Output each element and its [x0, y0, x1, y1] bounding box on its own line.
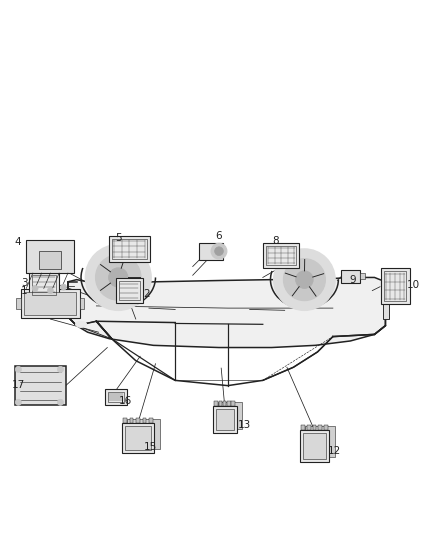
Circle shape	[211, 243, 227, 259]
Bar	[301, 425, 305, 430]
Bar	[266, 246, 296, 265]
Bar	[15, 366, 66, 405]
Bar	[383, 295, 389, 319]
Ellipse shape	[89, 287, 103, 295]
Bar	[125, 426, 152, 450]
Bar	[341, 270, 360, 282]
Bar	[39, 251, 61, 269]
Bar	[136, 418, 140, 423]
Text: 8: 8	[272, 236, 279, 246]
Bar	[199, 243, 223, 260]
FancyBboxPatch shape	[29, 272, 59, 297]
Bar	[318, 425, 322, 430]
Bar	[16, 298, 21, 309]
Text: 1: 1	[21, 286, 28, 296]
Circle shape	[57, 399, 64, 405]
Bar	[219, 401, 222, 406]
FancyBboxPatch shape	[381, 268, 410, 304]
Bar	[124, 418, 127, 423]
Bar	[305, 426, 335, 457]
Bar	[227, 401, 231, 406]
Bar	[231, 401, 235, 406]
Bar	[149, 418, 152, 423]
Bar	[300, 430, 329, 462]
Bar	[143, 418, 146, 423]
Bar	[25, 292, 77, 316]
Circle shape	[109, 268, 128, 287]
Circle shape	[380, 279, 391, 289]
Bar	[80, 298, 84, 309]
Circle shape	[32, 285, 38, 292]
Text: 2: 2	[143, 289, 150, 299]
Text: 5: 5	[115, 233, 121, 243]
Bar	[119, 281, 140, 300]
Text: 3: 3	[21, 278, 28, 288]
Bar	[112, 239, 147, 259]
Bar	[21, 289, 80, 318]
Circle shape	[57, 366, 64, 373]
Polygon shape	[68, 278, 385, 348]
Circle shape	[15, 366, 21, 373]
FancyBboxPatch shape	[105, 389, 127, 405]
Circle shape	[274, 249, 335, 310]
Circle shape	[95, 255, 141, 300]
Text: 13: 13	[238, 419, 251, 430]
Text: 9: 9	[350, 275, 356, 285]
Text: 15: 15	[144, 441, 157, 451]
Circle shape	[283, 259, 325, 301]
Text: 6: 6	[215, 231, 222, 241]
Bar	[127, 419, 159, 449]
FancyBboxPatch shape	[116, 278, 143, 303]
Ellipse shape	[110, 286, 122, 293]
Bar	[215, 409, 234, 430]
Bar	[218, 402, 242, 429]
Bar	[307, 425, 311, 430]
Text: 10: 10	[406, 280, 420, 290]
Bar	[384, 271, 406, 301]
Text: 4: 4	[14, 238, 21, 247]
Ellipse shape	[76, 321, 86, 327]
Circle shape	[60, 284, 67, 290]
Bar	[213, 406, 237, 433]
Ellipse shape	[65, 307, 75, 318]
Bar	[360, 273, 365, 279]
Bar	[130, 418, 133, 423]
Circle shape	[15, 399, 21, 405]
Bar	[214, 401, 218, 406]
Bar	[313, 425, 316, 430]
Bar	[32, 275, 56, 295]
Bar	[324, 425, 328, 430]
Circle shape	[296, 271, 313, 288]
Bar	[26, 240, 74, 273]
Bar	[303, 433, 326, 459]
Bar	[223, 401, 226, 406]
Text: 16: 16	[119, 395, 132, 406]
FancyBboxPatch shape	[263, 243, 299, 269]
Text: 17: 17	[12, 380, 25, 390]
Text: 12: 12	[328, 446, 341, 456]
Circle shape	[215, 247, 223, 255]
Bar	[108, 392, 124, 402]
FancyBboxPatch shape	[109, 236, 150, 262]
Bar	[122, 423, 154, 453]
Circle shape	[85, 245, 151, 310]
Circle shape	[47, 287, 53, 294]
